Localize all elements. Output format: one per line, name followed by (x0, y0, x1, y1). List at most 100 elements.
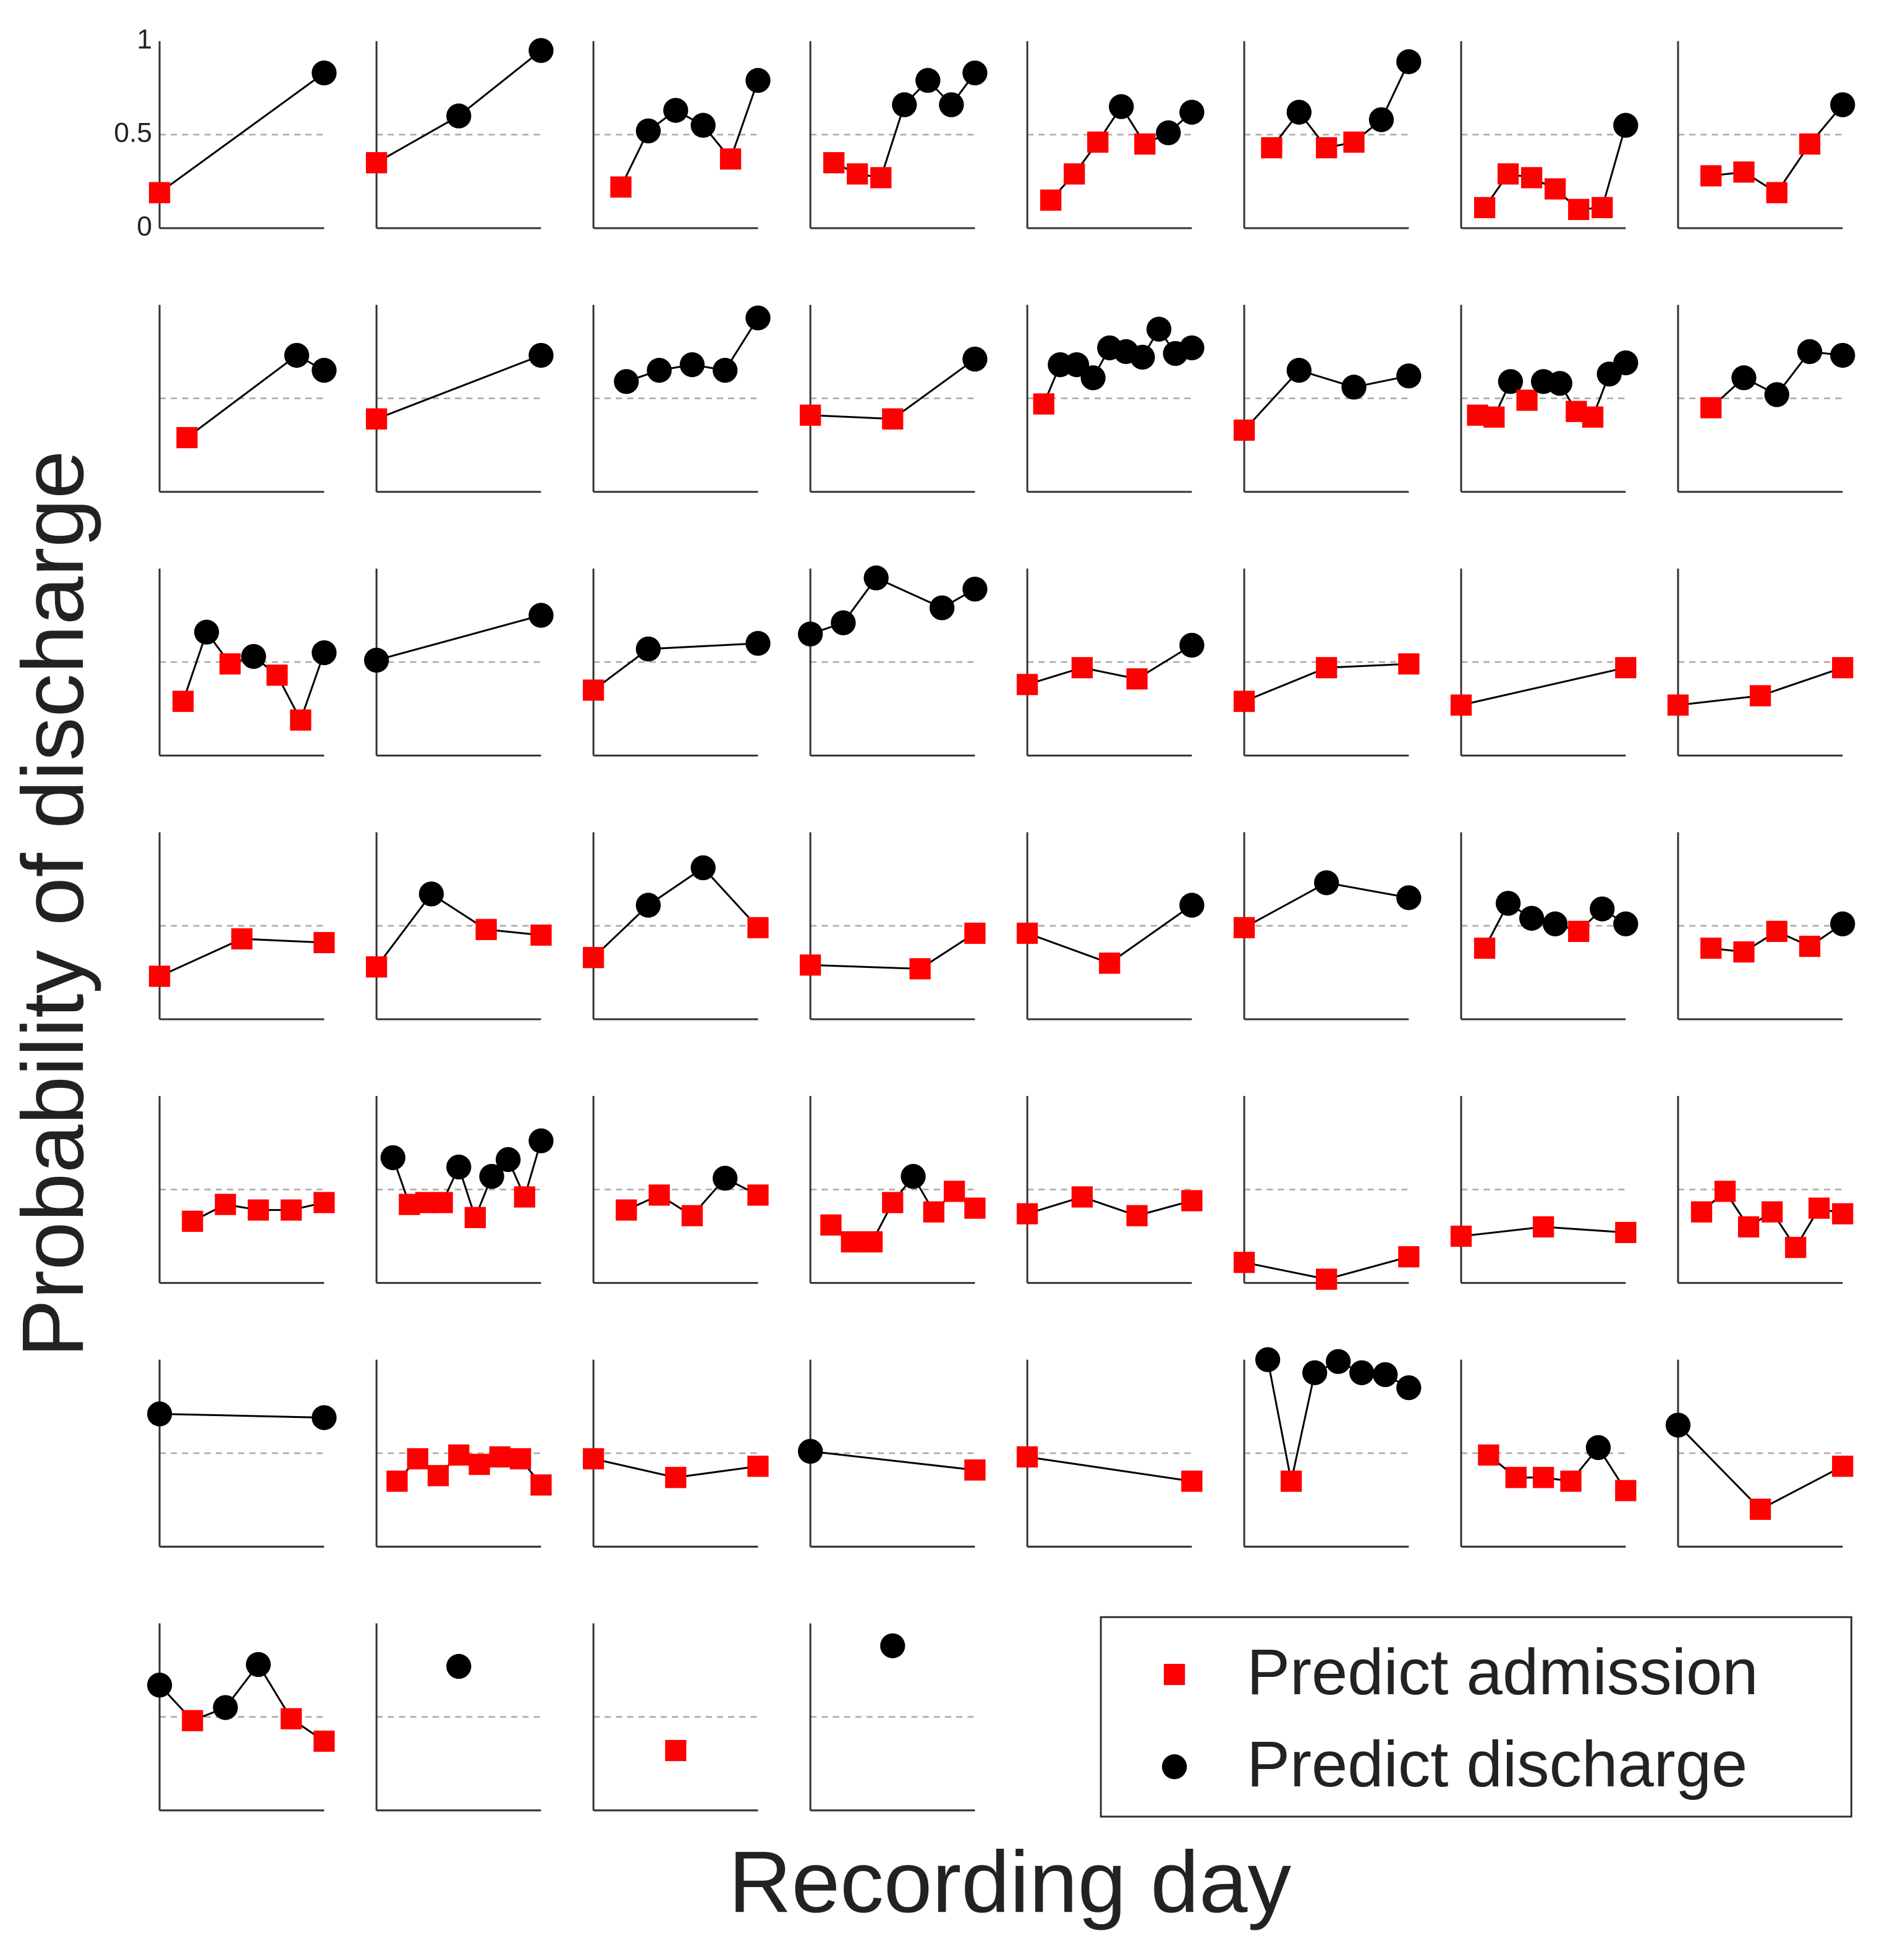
panel (1016, 832, 1205, 1020)
square-marker (1398, 653, 1420, 675)
square-marker (1450, 694, 1472, 716)
square-marker (1040, 189, 1062, 211)
circle-marker (496, 1147, 521, 1173)
circle-marker (1286, 100, 1312, 125)
square-marker (820, 1214, 842, 1236)
square-marker (509, 1448, 532, 1470)
square-marker (313, 1192, 335, 1213)
circle-marker (1314, 870, 1339, 896)
square-marker (909, 958, 931, 980)
circle-marker (647, 357, 672, 383)
square-marker (407, 1448, 428, 1470)
panel (1677, 832, 1855, 1020)
line (1711, 104, 1844, 194)
circle-marker (1368, 107, 1394, 132)
circle-marker (363, 647, 389, 673)
square-marker (530, 1474, 552, 1496)
square-marker (1181, 1190, 1203, 1211)
circle-marker (1613, 112, 1639, 138)
panel (1233, 832, 1422, 1020)
square-marker (313, 931, 335, 954)
circle-marker (1830, 911, 1855, 936)
square-marker (1568, 198, 1590, 221)
circle-marker (1613, 911, 1639, 936)
circle-marker (915, 67, 941, 93)
square-marker (366, 152, 388, 174)
circle-marker (241, 643, 266, 669)
circle-marker (446, 103, 472, 129)
circle-marker (745, 305, 771, 331)
line (1027, 644, 1193, 685)
square-marker (530, 924, 552, 946)
square-marker (1071, 1186, 1093, 1208)
square-marker (1343, 131, 1365, 153)
square-marker (247, 1199, 269, 1221)
square-marker (1533, 1216, 1554, 1238)
square-marker (149, 182, 171, 203)
square-marker (747, 917, 769, 938)
square-marker (1832, 657, 1854, 679)
square-marker (431, 1192, 453, 1213)
square-marker (582, 1448, 604, 1470)
square-marker (1560, 1470, 1582, 1492)
circle-marker (284, 342, 310, 368)
panel (582, 568, 771, 757)
square-marker (1750, 1498, 1771, 1520)
square-marker (1700, 937, 1722, 959)
panel (1677, 1096, 1854, 1284)
line (1243, 369, 1409, 431)
circle-marker (863, 565, 889, 591)
y-axis-label: Probability of discharge (4, 451, 101, 1358)
circle-marker (690, 855, 716, 881)
square-marker (1473, 197, 1496, 219)
circle-marker (528, 603, 554, 628)
circle-marker (1396, 885, 1422, 910)
square-marker (665, 1739, 687, 1762)
square-marker (1016, 1203, 1038, 1224)
square-marker (1615, 657, 1637, 679)
square-marker (1750, 685, 1771, 706)
square-marker (882, 408, 904, 430)
panel (149, 832, 335, 1020)
circle-marker (528, 38, 554, 63)
square-marker (1533, 1467, 1554, 1488)
circle-marker (1495, 891, 1521, 916)
square-marker (1483, 406, 1505, 428)
line (810, 932, 976, 970)
square-marker (923, 1201, 944, 1223)
square-marker (1737, 1216, 1760, 1238)
square-marker (964, 1459, 986, 1481)
square-marker (823, 152, 845, 174)
square-marker (1516, 389, 1538, 411)
square-marker (266, 664, 288, 686)
square-marker (1667, 694, 1689, 716)
line (1677, 1424, 1843, 1511)
panel (375, 1096, 554, 1284)
line (376, 354, 541, 420)
circle-marker (679, 352, 705, 378)
square-marker (1261, 137, 1282, 159)
circle-marker (213, 1695, 238, 1720)
panel (1016, 1096, 1203, 1284)
square-marker (847, 163, 868, 185)
circle-marker (1547, 371, 1572, 396)
panel (1460, 41, 1639, 229)
y-tick-label: 1 (137, 24, 152, 54)
panel (1450, 1096, 1637, 1284)
circle-marker (663, 98, 689, 123)
circle-marker (528, 1128, 554, 1153)
line (1027, 1456, 1192, 1482)
panel (592, 1096, 769, 1284)
square-marker (681, 1205, 703, 1226)
circle-marker (1396, 1375, 1422, 1401)
y-tick-label: 0.5 (114, 118, 152, 148)
panel (366, 832, 552, 1020)
circle-marker (1255, 1347, 1281, 1372)
square-marker (386, 1470, 408, 1492)
circle-marker (1179, 632, 1205, 658)
circle-marker (418, 881, 444, 907)
square-marker (799, 954, 821, 976)
circle-marker (1146, 316, 1172, 342)
square-marker (1033, 393, 1054, 415)
